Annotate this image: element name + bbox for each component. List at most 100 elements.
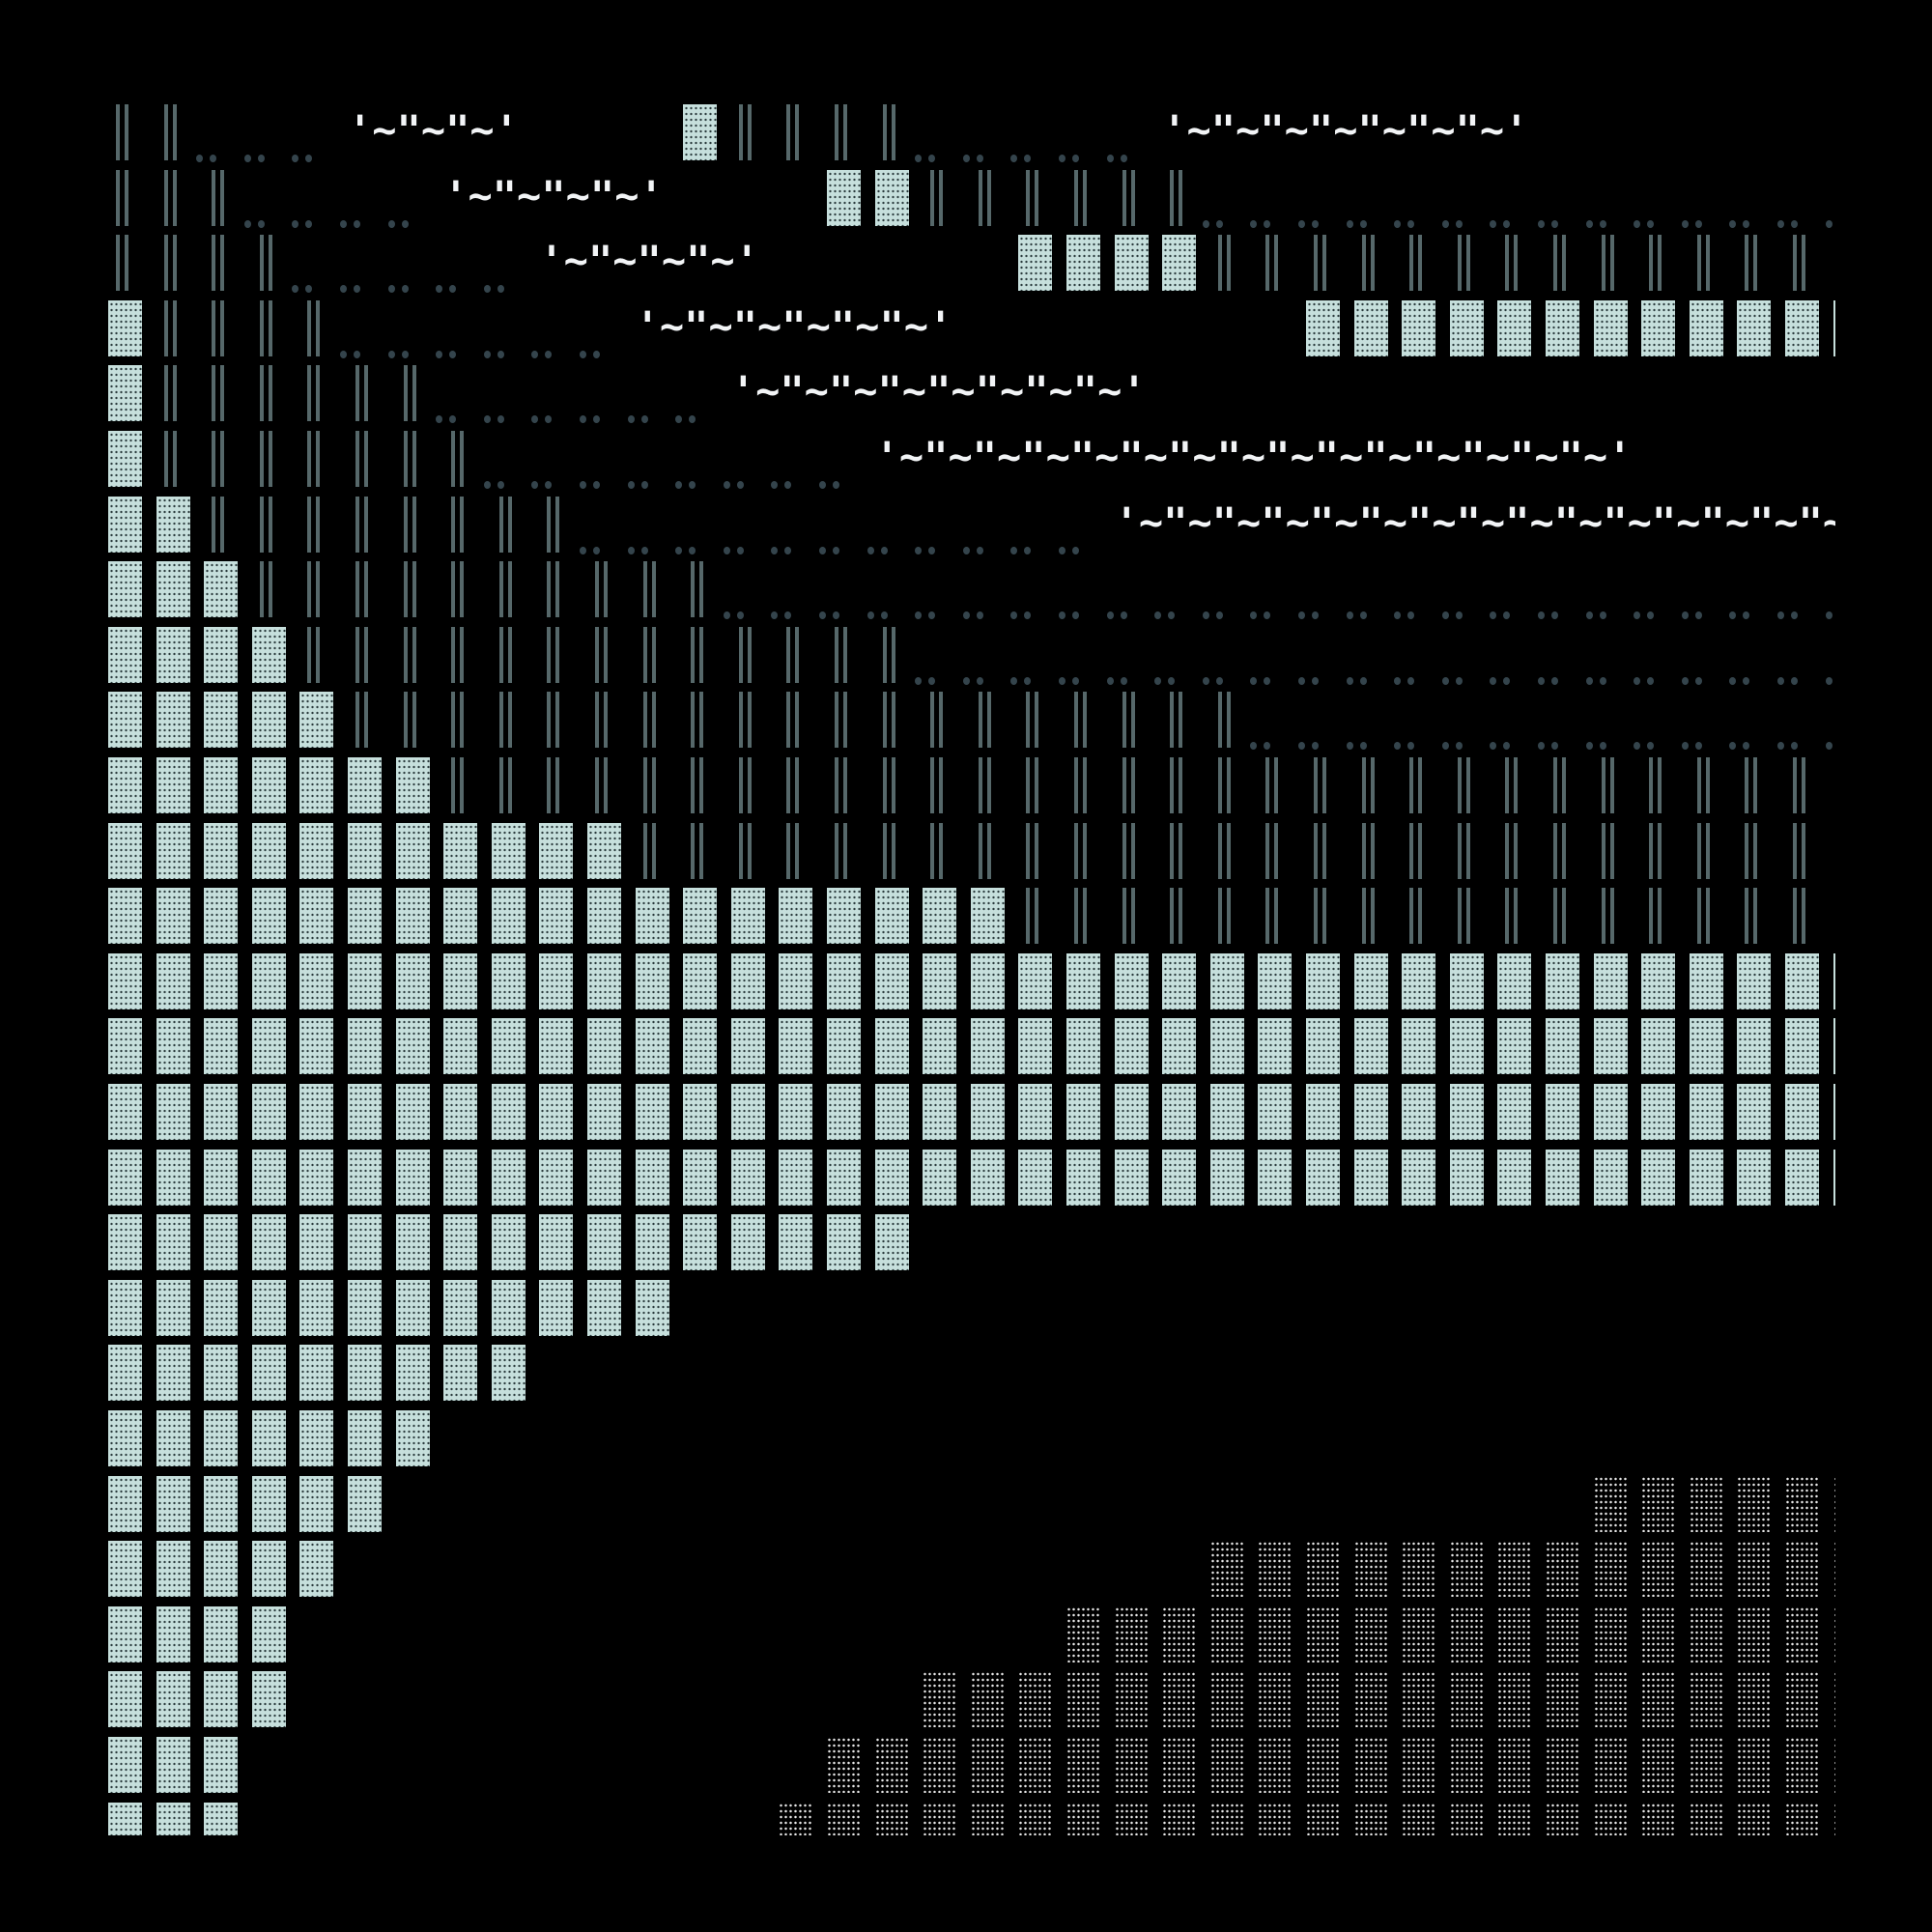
grid-cell: [1785, 1802, 1833, 1835]
dot-pair-glyph: [1154, 676, 1178, 685]
block-tile: [1306, 299, 1340, 356]
grid-cell: [443, 496, 492, 562]
grid-cell: [204, 1605, 252, 1672]
double-bar-glyph: [1793, 822, 1806, 879]
grid-cell: [683, 1018, 731, 1084]
dot-pair-glyph: [1202, 611, 1226, 620]
grid-cell: [723, 431, 780, 497]
grid-cell: [251, 1475, 300, 1542]
grid-cell: [156, 1737, 205, 1803]
double-bar-glyph: [547, 496, 560, 553]
grid-cell: [1346, 692, 1403, 757]
dot-pair-glyph: [483, 415, 507, 424]
grid-cell: [1634, 561, 1690, 627]
grid-cell: [204, 169, 252, 236]
block-tile: [874, 888, 909, 945]
grid-cell: [1833, 1149, 1835, 1215]
grid-cell: [915, 561, 971, 627]
block-tile: [827, 169, 861, 226]
grid-cell: [1450, 888, 1498, 953]
gray-dotted-tile: [1785, 1541, 1819, 1598]
double-bar-glyph: [259, 431, 273, 487]
gray-dotted-tile: [779, 1802, 813, 1835]
double-bar-glyph: [1649, 235, 1662, 292]
double-bar-glyph: [1074, 169, 1088, 226]
grid-cell: [108, 626, 156, 693]
block-tile: [395, 757, 430, 813]
block-tile: [970, 1149, 1005, 1206]
grid-cell: [779, 1149, 827, 1215]
block-tile: [156, 1410, 190, 1466]
double-bar-glyph: [835, 757, 848, 813]
block-tile: [779, 1084, 813, 1140]
gray-dotted-tile: [1449, 1541, 1484, 1598]
tilde-label: '~"~"~"~"~"~': [635, 301, 953, 350]
dot-pair-glyph: [1059, 676, 1082, 685]
grid-cell: [156, 1410, 205, 1476]
grid-cell: [962, 627, 1019, 693]
gray-dotted-tile: [1018, 1802, 1053, 1835]
grid-cell: [923, 1737, 971, 1803]
grid-cell: [204, 299, 252, 366]
grid-cell: [1449, 1018, 1498, 1084]
grid-cell: [340, 300, 396, 366]
gray-dotted-tile: [1353, 1802, 1388, 1835]
gray-dotted-tile: [1497, 1737, 1532, 1793]
double-bar-glyph: [259, 235, 273, 292]
block-tile: [1258, 1149, 1293, 1206]
grid-cell: [587, 1149, 636, 1215]
double-bar-glyph: [1122, 888, 1136, 945]
grid-cell: [827, 888, 875, 953]
grid-cell: [492, 561, 540, 627]
double-bar-glyph: [786, 757, 800, 813]
grid-cell: [923, 757, 971, 823]
grid-cell: [1690, 822, 1738, 889]
block-tile: [348, 757, 382, 813]
grid-cell: [539, 496, 587, 562]
grid-cell: [156, 692, 205, 757]
grid-cell: [635, 952, 684, 1019]
grid-cell: [251, 1345, 300, 1410]
double-bar-glyph: [547, 626, 560, 683]
block-tile: [874, 1214, 909, 1271]
grid-cell: [1162, 1149, 1210, 1215]
double-bar-glyph: [116, 104, 129, 160]
grid-cell: [1402, 1018, 1450, 1084]
block-tile: [1402, 1018, 1436, 1075]
block-tile: [730, 952, 765, 1009]
grid-cell: [874, 1802, 923, 1835]
grid-cell: [1353, 1737, 1403, 1803]
grid-cell: [539, 692, 587, 757]
block-tile: [395, 952, 430, 1009]
double-bar-glyph: [1601, 888, 1615, 945]
grid-cell: [395, 1084, 444, 1150]
grid-cell: [292, 104, 348, 170]
grid-cell: [635, 1279, 684, 1346]
block-tile: [587, 1149, 621, 1206]
gray-dotted-tile: [1114, 1671, 1149, 1728]
grid-cell: [204, 888, 252, 953]
dot-pair-glyph: [1825, 742, 1835, 751]
block-tile: [395, 1279, 430, 1336]
grid-cell: [779, 626, 827, 693]
double-bar-glyph: [1457, 757, 1471, 813]
grid-cell: [1402, 299, 1450, 366]
gray-dotted-tile: [1258, 1605, 1293, 1662]
grid-cell: [491, 1345, 540, 1410]
double-bar-glyph: [403, 496, 417, 553]
grid-cell: [491, 952, 540, 1019]
double-bar-glyph: [163, 365, 178, 422]
grid-cell: [1202, 561, 1259, 627]
grid-cell: [395, 1149, 444, 1215]
grid-cell: [395, 888, 444, 953]
gray-dotted-tile: [1689, 1541, 1723, 1598]
block-tile: [491, 822, 526, 879]
grid-cell: [443, 757, 492, 823]
block-tile: [108, 1605, 142, 1662]
block-tile: [204, 692, 239, 749]
double-bar-glyph: [451, 496, 465, 553]
grid-cell: [1785, 1671, 1833, 1737]
gray-dotted-tile: [1785, 1802, 1819, 1835]
grid-cell: [1449, 1084, 1498, 1150]
dot-pair-glyph: [723, 481, 747, 489]
